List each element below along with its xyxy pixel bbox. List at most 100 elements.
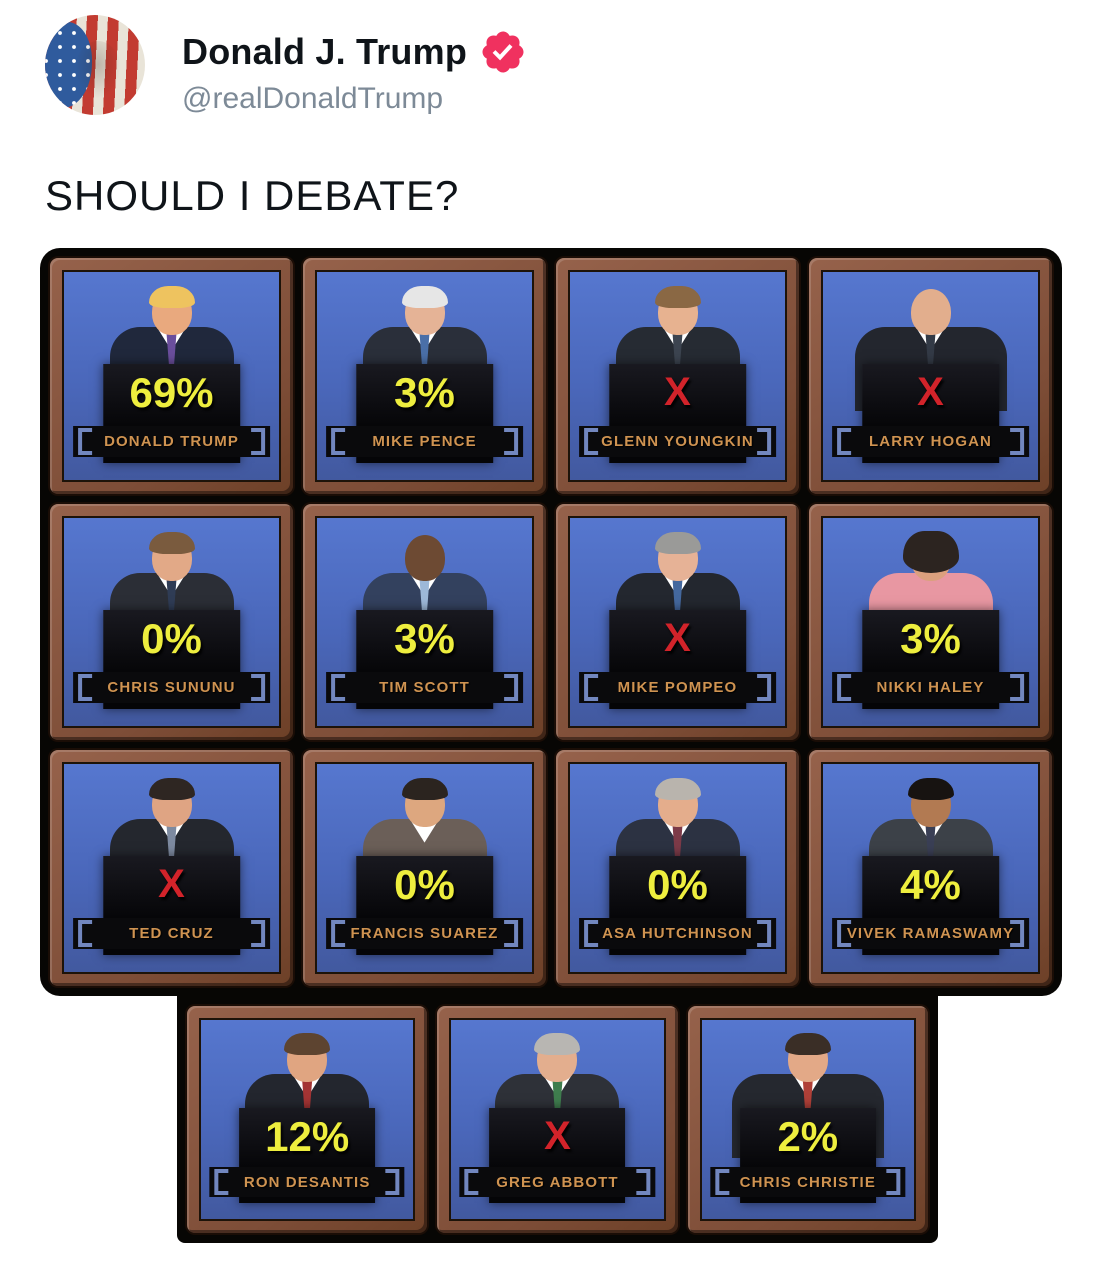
- poll-result: 12%: [265, 1112, 350, 1160]
- candidate-head: [284, 1032, 331, 1082]
- candidate-head: [401, 777, 448, 827]
- name-ribbon: TIM SCOTT: [325, 671, 524, 704]
- poll-result: 3%: [394, 368, 455, 416]
- poll-cell: 12% RON DESANTIS: [187, 1006, 428, 1233]
- poll-result: X: [917, 369, 944, 414]
- tweet-text: SHOULD I DEBATE?: [45, 172, 460, 219]
- candidate-name: NIKKI HALEY: [876, 679, 985, 696]
- name-ribbon: CHRIS CHRISTIE: [710, 1167, 906, 1198]
- candidate-tie: [166, 572, 177, 619]
- candidate-name: GREG ABBOTT: [496, 1173, 619, 1191]
- name-ribbon: MIKE PENCE: [325, 425, 524, 458]
- poll-cell: X LARRY HOGAN: [809, 258, 1052, 494]
- candidate-tie: [302, 1073, 313, 1120]
- candidate-head: [654, 285, 701, 335]
- candidate-name: MIKE PENCE: [372, 433, 477, 450]
- poll-cell: 0% FRANCIS SUAREZ: [303, 750, 546, 986]
- avatar[interactable]: [45, 15, 145, 115]
- avatar-face-shading: [75, 41, 121, 99]
- name-ribbon: LARRY HOGAN: [831, 425, 1030, 458]
- candidate-head: [148, 285, 195, 335]
- poll-cell-panel: X TED CRUZ: [62, 762, 281, 974]
- poll-cell-panel: X GREG ABBOTT: [449, 1018, 666, 1221]
- poll-result: 4%: [900, 860, 961, 908]
- candidate-name: RON DESANTIS: [243, 1173, 371, 1191]
- name-ribbon: VIVEK RAMASWAMY: [831, 917, 1030, 950]
- candidate-head: [534, 1032, 581, 1082]
- poll-result: 0%: [394, 860, 455, 908]
- candidate-head: [654, 777, 701, 827]
- poll-cell-panel: 3% TIM SCOTT: [315, 516, 534, 728]
- candidate-head: [148, 531, 195, 581]
- candidate-head: [401, 285, 448, 335]
- candidate-tie: [925, 326, 936, 373]
- poll-cell-panel: 0% FRANCIS SUAREZ: [315, 762, 534, 974]
- tweet-header: Donald J. Trump @realDonaldTrump: [45, 15, 527, 116]
- poll-cell: X GLENN YOUNGKIN: [556, 258, 799, 494]
- name-ribbon: GLENN YOUNGKIN: [578, 425, 777, 458]
- candidate-head: [654, 531, 701, 581]
- poll-result: X: [664, 615, 691, 660]
- candidate-name: TIM SCOTT: [379, 679, 470, 696]
- candidate-tie: [166, 818, 177, 865]
- candidate-name: CHRIS SUNUNU: [107, 679, 236, 696]
- poll-cell-panel: 12% RON DESANTIS: [199, 1018, 416, 1221]
- name-ribbon: CHRIS SUNUNU: [72, 671, 271, 704]
- candidate-name: CHRIS CHRISTIE: [739, 1173, 876, 1191]
- candidate-name: GLENN YOUNGKIN: [601, 433, 754, 450]
- poll-result: 0%: [647, 860, 708, 908]
- candidate-name: LARRY HOGAN: [869, 433, 992, 450]
- name-ribbon: MIKE POMPEO: [578, 671, 777, 704]
- candidate-tie: [925, 818, 936, 865]
- user-handle[interactable]: @realDonaldTrump: [182, 82, 444, 115]
- poll-board-bottom[interactable]: 12% RON DESANTIS X GREG ABBOTT: [177, 996, 938, 1243]
- poll-result: 3%: [900, 614, 961, 662]
- poll-grid-bottom: 12% RON DESANTIS X GREG ABBOTT: [187, 1006, 928, 1233]
- poll-cell: 3% TIM SCOTT: [303, 504, 546, 740]
- poll-result: X: [664, 369, 691, 414]
- candidate-name: FRANCIS SUAREZ: [350, 925, 499, 942]
- candidate-tie: [802, 1073, 813, 1120]
- verified-badge-icon: [479, 28, 527, 76]
- candidate-name: DONALD TRUMP: [104, 433, 239, 450]
- poll-result: 0%: [141, 614, 202, 662]
- poll-cell: X MIKE POMPEO: [556, 504, 799, 740]
- poll-cell-panel: 0% CHRIS SUNUNU: [62, 516, 281, 728]
- poll-cell-panel: 0% ASA HUTCHINSON: [568, 762, 787, 974]
- candidate-tie: [166, 326, 177, 373]
- candidate-tie: [552, 1073, 563, 1120]
- display-name[interactable]: Donald J. Trump: [182, 31, 468, 72]
- candidate-tie: [672, 818, 683, 865]
- poll-cell: 3% MIKE PENCE: [303, 258, 546, 494]
- poll-result: 3%: [394, 614, 455, 662]
- poll-result: 69%: [129, 368, 214, 416]
- name-ribbon: GREG ABBOTT: [459, 1167, 656, 1198]
- name-ribbon: FRANCIS SUAREZ: [325, 917, 524, 950]
- candidate-tie: [672, 572, 683, 619]
- poll-board-main[interactable]: 69% DONALD TRUMP 3% MIKE PENCE: [40, 248, 1062, 996]
- name-ribbon: TED CRUZ: [72, 917, 271, 950]
- candidate-tie: [419, 326, 430, 373]
- avatar-flag-blue-field: [45, 22, 92, 108]
- poll-cell: 3% NIKKI HALEY: [809, 504, 1052, 740]
- candidate-name: ASA HUTCHINSON: [602, 925, 753, 942]
- candidate-name: TED CRUZ: [129, 925, 214, 942]
- candidate-head: [784, 1032, 831, 1082]
- name-ribbon: NIKKI HALEY: [831, 671, 1030, 704]
- poll-cell: 4% VIVEK RAMASWAMY: [809, 750, 1052, 986]
- candidate-head: [404, 534, 445, 581]
- name-ribbon: ASA HUTCHINSON: [578, 917, 777, 950]
- candidate-head: [907, 777, 954, 827]
- poll-cell-panel: 2% CHRIS CHRISTIE: [699, 1018, 916, 1221]
- candidate-name: MIKE POMPEO: [617, 679, 738, 696]
- poll-cell: 69% DONALD TRUMP: [50, 258, 293, 494]
- candidate-tie: [419, 572, 430, 619]
- candidate-tie: [672, 326, 683, 373]
- poll-cell-panel: 3% NIKKI HALEY: [821, 516, 1040, 728]
- poll-cell-panel: 4% VIVEK RAMASWAMY: [821, 762, 1040, 974]
- poll-cell-panel: X GLENN YOUNGKIN: [568, 270, 787, 482]
- name-ribbon: DONALD TRUMP: [72, 425, 271, 458]
- candidate-head: [148, 777, 195, 827]
- poll-cell-panel: X LARRY HOGAN: [821, 270, 1040, 482]
